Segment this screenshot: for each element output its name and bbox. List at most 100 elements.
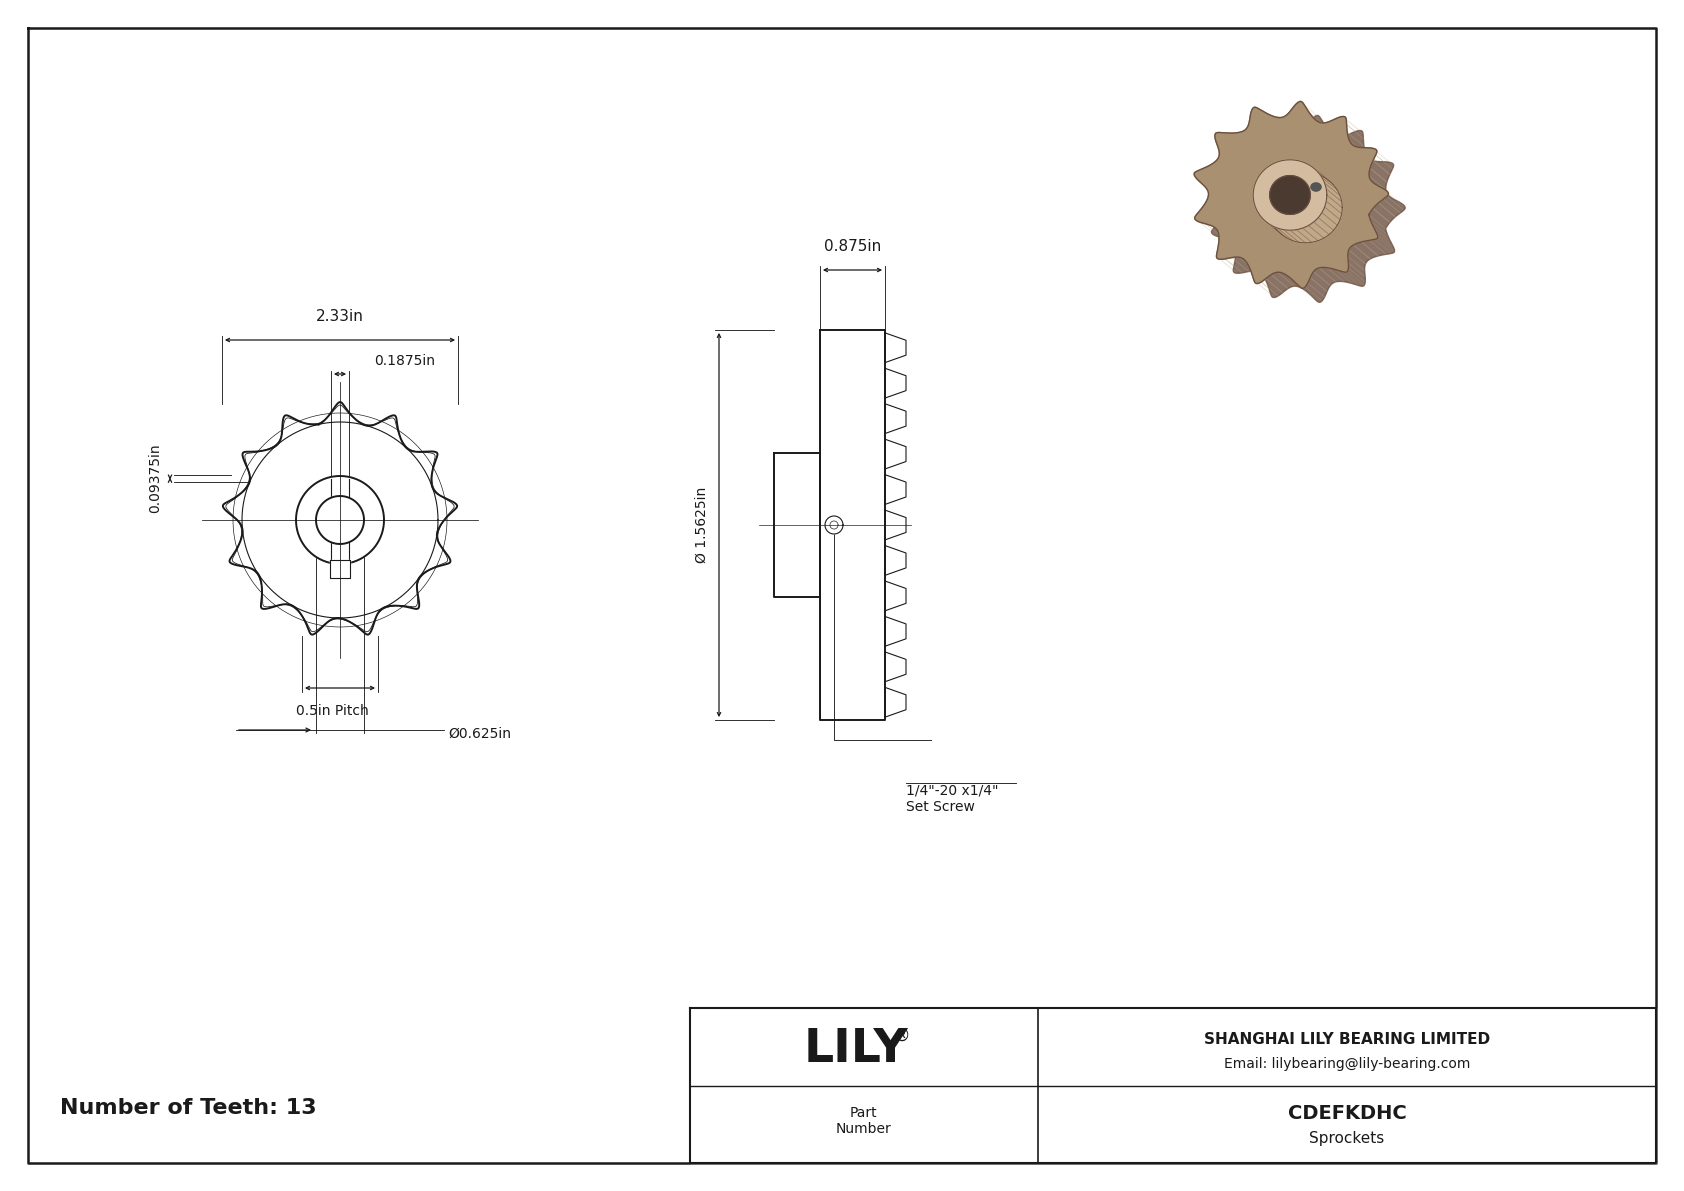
Polygon shape <box>1327 268 1344 282</box>
Polygon shape <box>1369 214 1386 230</box>
Polygon shape <box>1372 148 1389 162</box>
Polygon shape <box>1346 119 1362 135</box>
Polygon shape <box>1372 181 1389 197</box>
Polygon shape <box>1308 111 1325 126</box>
Polygon shape <box>886 545 906 575</box>
Polygon shape <box>1221 260 1238 273</box>
Polygon shape <box>1285 116 1302 130</box>
Polygon shape <box>886 581 906 611</box>
Polygon shape <box>1352 244 1371 260</box>
Polygon shape <box>1305 287 1322 301</box>
Polygon shape <box>1305 106 1322 120</box>
Polygon shape <box>886 510 906 540</box>
Polygon shape <box>1367 148 1384 162</box>
Polygon shape <box>1349 268 1366 282</box>
Polygon shape <box>1383 199 1401 213</box>
Text: Part
Number: Part Number <box>835 1106 893 1136</box>
Polygon shape <box>1219 237 1236 252</box>
Polygon shape <box>1278 118 1295 131</box>
Text: Ø 1.5625in: Ø 1.5625in <box>695 487 709 563</box>
Polygon shape <box>1218 245 1236 260</box>
Polygon shape <box>317 495 364 544</box>
Polygon shape <box>1255 280 1271 294</box>
Text: 0.875in: 0.875in <box>823 239 881 254</box>
Polygon shape <box>1196 216 1212 230</box>
Polygon shape <box>1376 149 1393 163</box>
Polygon shape <box>1253 160 1327 230</box>
Polygon shape <box>1376 155 1393 169</box>
Polygon shape <box>1388 191 1404 206</box>
Polygon shape <box>1342 117 1359 131</box>
Polygon shape <box>1302 102 1319 117</box>
Polygon shape <box>1383 188 1401 202</box>
Text: Email: lilybearing@lily-bearing.com: Email: lilybearing@lily-bearing.com <box>1224 1056 1470 1071</box>
Polygon shape <box>1369 241 1386 255</box>
Polygon shape <box>1206 224 1223 238</box>
Polygon shape <box>690 1008 1655 1162</box>
Polygon shape <box>1199 222 1218 236</box>
Text: 0.1875in: 0.1875in <box>374 354 436 368</box>
Polygon shape <box>820 330 886 721</box>
Polygon shape <box>1349 139 1366 155</box>
Polygon shape <box>1378 151 1394 166</box>
Polygon shape <box>1300 101 1317 116</box>
Polygon shape <box>886 475 906 505</box>
Polygon shape <box>1271 274 1288 288</box>
Polygon shape <box>1226 258 1243 273</box>
Polygon shape <box>1354 145 1371 160</box>
Polygon shape <box>222 403 456 635</box>
Polygon shape <box>1339 118 1356 132</box>
Polygon shape <box>1388 197 1404 211</box>
Polygon shape <box>1250 267 1266 281</box>
Polygon shape <box>1335 269 1352 283</box>
Polygon shape <box>1307 282 1325 298</box>
Polygon shape <box>1244 260 1261 275</box>
Polygon shape <box>1378 202 1396 217</box>
Polygon shape <box>1270 175 1310 214</box>
Polygon shape <box>886 404 906 434</box>
Polygon shape <box>886 617 906 647</box>
Polygon shape <box>1361 148 1378 162</box>
Polygon shape <box>1211 116 1404 303</box>
Polygon shape <box>1374 239 1391 254</box>
Text: Sprockets: Sprockets <box>1308 1130 1384 1146</box>
Polygon shape <box>1285 274 1302 288</box>
Text: LILY: LILY <box>803 1028 908 1072</box>
Polygon shape <box>1293 106 1310 120</box>
Polygon shape <box>1371 222 1388 236</box>
Polygon shape <box>1346 273 1362 286</box>
Polygon shape <box>1218 258 1234 273</box>
Polygon shape <box>296 476 384 565</box>
Polygon shape <box>1216 256 1233 270</box>
Polygon shape <box>1238 257 1256 272</box>
Polygon shape <box>1253 160 1327 230</box>
Polygon shape <box>1369 168 1388 182</box>
Polygon shape <box>886 368 906 398</box>
Polygon shape <box>1258 283 1275 298</box>
Polygon shape <box>1314 272 1330 286</box>
Polygon shape <box>1292 279 1308 293</box>
Text: SHANGHAI LILY BEARING LIMITED: SHANGHAI LILY BEARING LIMITED <box>1204 1031 1490 1047</box>
Polygon shape <box>1347 272 1364 286</box>
Polygon shape <box>1231 257 1250 272</box>
Text: 1/4"-20 x1/4"
Set Screw: 1/4"-20 x1/4" Set Screw <box>906 784 999 815</box>
Polygon shape <box>1346 117 1362 131</box>
Polygon shape <box>775 453 820 597</box>
Polygon shape <box>1320 123 1337 137</box>
Polygon shape <box>1218 252 1234 267</box>
Polygon shape <box>1276 273 1295 286</box>
Polygon shape <box>1290 111 1307 126</box>
Polygon shape <box>1372 160 1389 175</box>
Polygon shape <box>1325 123 1344 137</box>
Polygon shape <box>1300 287 1317 301</box>
Polygon shape <box>886 332 906 362</box>
Polygon shape <box>886 687 906 717</box>
Text: 0.09375in: 0.09375in <box>148 444 162 513</box>
Polygon shape <box>1376 232 1393 247</box>
Polygon shape <box>1310 278 1327 292</box>
Polygon shape <box>1347 256 1364 270</box>
Polygon shape <box>1319 268 1335 282</box>
Text: Number of Teeth: 13: Number of Teeth: 13 <box>61 1098 317 1118</box>
Polygon shape <box>1332 120 1351 135</box>
Polygon shape <box>1312 183 1320 191</box>
